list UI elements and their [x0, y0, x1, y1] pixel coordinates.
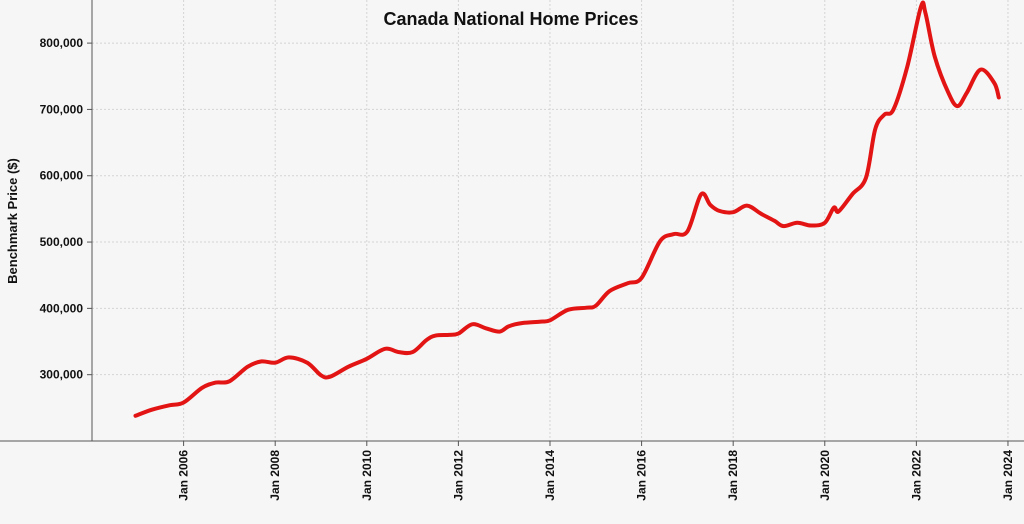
y-tick-label: 500,000	[40, 235, 84, 249]
x-tick-label: Jan 2018	[726, 450, 740, 501]
x-tick-label: Jan 2024	[1001, 450, 1015, 501]
y-axis-ticks: 300,000 400,000 500,000 600,000 700,000 800,0…	[40, 36, 92, 382]
x-tick-label: Jan 2020	[818, 450, 832, 501]
y-tick-label: 600,000	[40, 169, 84, 183]
x-axis-ticks: Jan 2006 Jan 2008 Jan 2010 Jan 2012 Jan 2014…	[177, 441, 1015, 501]
x-tick-label: Jan 2006	[177, 450, 191, 501]
series-line-price	[133, 0, 1001, 418]
y-axis-title: Benchmark Price ($)	[5, 158, 20, 284]
chart-title: Canada National Home Prices	[383, 9, 638, 29]
y-tick-label: 800,000	[40, 36, 84, 50]
x-tick-label: Jan 2014	[543, 450, 557, 501]
series-layer	[133, 0, 1001, 418]
y-tick-label: 300,000	[40, 368, 84, 382]
y-tick-label: 700,000	[40, 102, 84, 116]
x-tick-label: Jan 2012	[451, 450, 465, 501]
x-tick-label: Jan 2008	[268, 450, 282, 501]
y-tick-label: 400,000	[40, 301, 84, 315]
axes	[0, 0, 1024, 442]
x-tick-label: Jan 2010	[360, 450, 374, 501]
x-tick-label: Jan 2016	[635, 450, 649, 501]
x-tick-label: Jan 2022	[909, 450, 923, 501]
